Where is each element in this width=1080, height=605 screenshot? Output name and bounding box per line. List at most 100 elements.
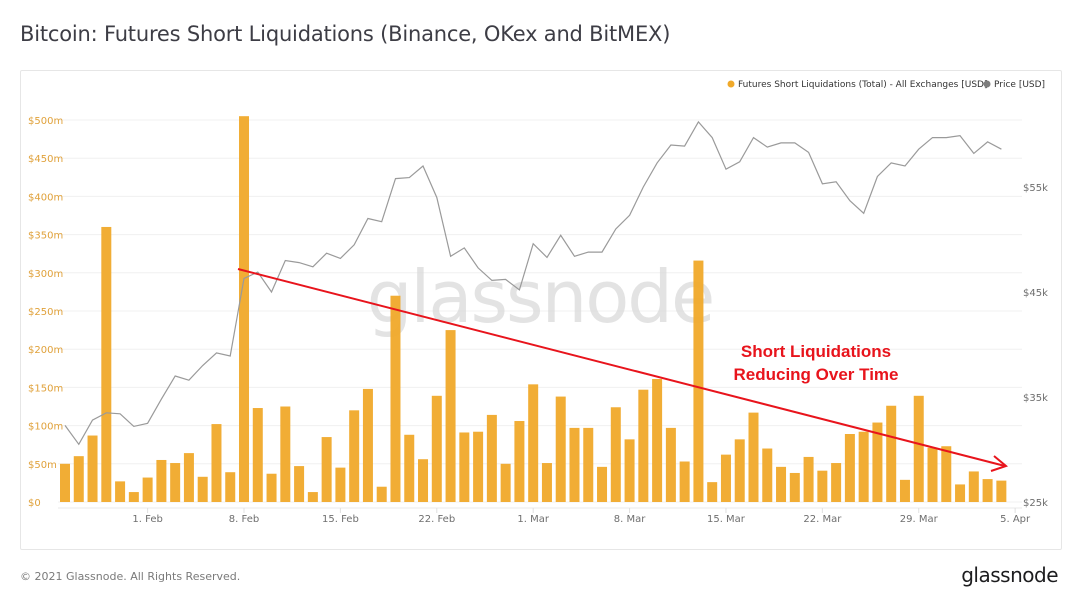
bar [679, 461, 690, 502]
bar [555, 396, 566, 502]
bar [280, 406, 291, 502]
bar [665, 427, 676, 502]
bar [73, 456, 84, 502]
annotation-line-1: Short Liquidations [741, 342, 891, 361]
bar [101, 226, 112, 502]
bar [514, 421, 525, 502]
bar [913, 395, 924, 502]
price-line [64, 120, 1002, 446]
x-tick-label: 29. Mar [900, 514, 939, 525]
bar [789, 472, 800, 502]
bar [899, 479, 910, 502]
bar [803, 456, 814, 502]
y-axis-left: $0 $50m $100m $150m $200m $250m $300m $350m $400… [28, 116, 63, 509]
bar [128, 492, 139, 502]
bar [197, 476, 208, 502]
y-tick-label: $150m [28, 383, 63, 394]
bar [115, 481, 126, 502]
bar [927, 447, 938, 502]
y-tick-label: $50m [28, 460, 57, 471]
bar [294, 466, 305, 502]
y-tick-label: $300m [28, 269, 63, 280]
bar [307, 492, 318, 502]
page-title: Bitcoin: Futures Short Liquidations (Bin… [20, 22, 671, 46]
annotation: Short Liquidations Reducing Over Time [733, 342, 898, 384]
bar [996, 480, 1007, 502]
bar [252, 408, 263, 502]
bar [349, 410, 360, 502]
bar [376, 486, 387, 502]
bar [60, 463, 70, 502]
bar [707, 482, 718, 502]
bar [776, 466, 787, 502]
bar [968, 471, 979, 502]
bar [266, 473, 277, 502]
legend-label-price: Price [USD] [994, 80, 1045, 90]
x-tick-label: 1. Mar [517, 514, 549, 525]
bar [142, 477, 153, 502]
bar [445, 330, 456, 502]
bar [982, 479, 993, 502]
bar [720, 454, 731, 502]
bar [321, 437, 332, 502]
y2-tick-label: $25k [1023, 498, 1048, 509]
y-tick-label: $250m [28, 307, 63, 318]
x-tick-label: 22. Feb [418, 514, 455, 525]
y-tick-label: $100m [28, 422, 63, 433]
glassnode-logo: glassnode [961, 563, 1058, 587]
bar [211, 424, 222, 502]
x-axis: 1. Feb 8. Feb 15. Feb 22. Feb 1. Mar 8. Mar 15… [58, 507, 1031, 525]
bar [239, 116, 250, 503]
bar [638, 389, 649, 502]
y-axis-right: $25k $35k $45k $55k [1023, 183, 1048, 509]
bar [624, 439, 635, 502]
y2-tick-label: $55k [1023, 183, 1048, 194]
bar [583, 427, 594, 502]
bar [886, 405, 897, 502]
y2-tick-label: $35k [1023, 393, 1048, 404]
copyright-text: © 2021 Glassnode. All Rights Reserved. [20, 570, 241, 583]
bar [569, 427, 580, 502]
y-tick-label: $400m [28, 192, 63, 203]
bar [652, 378, 663, 502]
bar-series [60, 116, 1007, 503]
bar [335, 467, 346, 502]
x-tick-label: 22. Mar [803, 514, 842, 525]
bar [404, 434, 415, 502]
bar [610, 407, 621, 502]
y2-tick-label: $45k [1023, 288, 1048, 299]
legend-dot-price-icon [983, 80, 991, 88]
bar [486, 414, 497, 502]
bar [693, 260, 704, 502]
bar [872, 422, 883, 502]
bar [831, 463, 842, 502]
gridlines [58, 119, 1022, 503]
bar [955, 484, 966, 502]
legend: Futures Short Liquidations (Total) - All… [727, 80, 1045, 90]
bar [431, 395, 442, 502]
bar [183, 453, 194, 502]
bar [156, 459, 167, 502]
annotation-line-2: Reducing Over Time [733, 365, 898, 384]
y-tick-label: $0 [28, 498, 41, 509]
bar [762, 448, 773, 502]
x-tick-label: 5. Apr [1000, 514, 1031, 525]
bar [844, 434, 855, 502]
bar [225, 472, 236, 502]
bar [87, 435, 98, 502]
bar [528, 384, 539, 502]
x-tick-label: 15. Feb [322, 514, 359, 525]
bar [362, 388, 373, 502]
bar [748, 412, 759, 502]
legend-label-liquidations: Futures Short Liquidations (Total) - All… [738, 80, 987, 90]
bar [500, 463, 511, 502]
bar [473, 431, 484, 502]
bar [418, 459, 429, 502]
bar [817, 470, 828, 502]
x-tick-label: 8. Mar [614, 514, 646, 525]
y-tick-label: $200m [28, 345, 63, 356]
x-tick-label: 15. Mar [707, 514, 746, 525]
bar [941, 446, 952, 502]
legend-dot-liquidations-icon [727, 80, 735, 88]
